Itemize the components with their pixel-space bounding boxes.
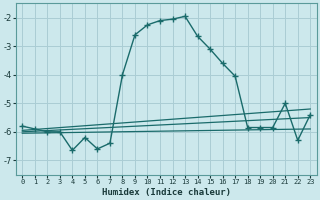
X-axis label: Humidex (Indice chaleur): Humidex (Indice chaleur) (102, 188, 231, 197)
